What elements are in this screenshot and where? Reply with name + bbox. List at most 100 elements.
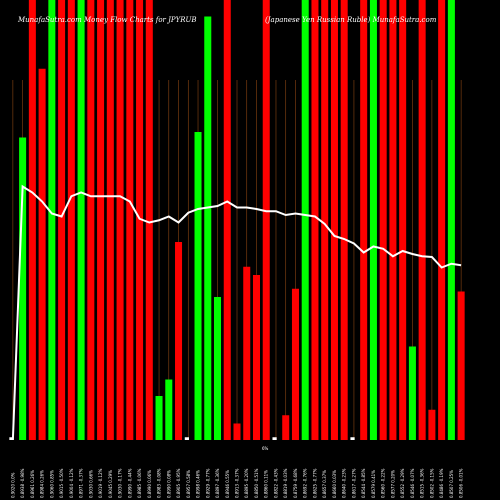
x-tick-label: 0.8971 -0.37% — [79, 468, 84, 498]
bar-down — [67, 0, 75, 440]
x-tick-label: 0.8515 -0.36% — [420, 468, 425, 498]
price-line — [11, 184, 462, 441]
x-tick-label: 0.8546 -0.07% — [410, 468, 415, 498]
chart-title-left: MunafaSutra.com Money Flow Charts for JP… — [17, 16, 197, 24]
x-tick-label: 0.8577 0.20% — [390, 470, 395, 498]
x-tick-label: 0.8502 -0.15% — [429, 468, 434, 498]
x-tick-label: 0.8507 0.25% — [449, 470, 454, 498]
bar-down — [389, 0, 397, 440]
x-tick-label: 0.8657 0.37% — [322, 470, 327, 498]
bar-neutral — [9, 437, 14, 440]
bar-down — [223, 0, 231, 440]
bar-up — [369, 0, 377, 440]
x-tick-label: 0.8913 -0.37% — [235, 468, 240, 498]
x-tick-label: 0.9045 0.29% — [108, 470, 113, 498]
bar-up — [165, 379, 173, 440]
bar-down — [252, 275, 260, 440]
bar-layer — [9, 0, 465, 440]
bar-neutral — [272, 437, 277, 440]
bar-up — [77, 0, 85, 440]
x-tick-label: 0.8640 -0.23% — [342, 468, 347, 498]
bar-down — [243, 266, 251, 440]
x-tick-label: 0.8946 0.55% — [225, 470, 230, 498]
bar-neutral — [184, 437, 189, 440]
x-tick-label: 0.8486 -0.19% — [439, 468, 444, 498]
bar-up — [48, 0, 56, 440]
x-tick-label: 0.8860 0.11% — [264, 470, 269, 498]
x-tick-label: 0.8905 -0.95% — [176, 468, 181, 498]
x-tick-label: 0.9019 -0.12% — [98, 468, 103, 498]
x-tick-label: 0.8990 0.06% — [147, 470, 152, 498]
x-tick-label: 0.8617 -0.27% — [351, 468, 356, 498]
bar-down — [116, 0, 124, 440]
bar-up — [19, 137, 27, 440]
line-layer — [11, 184, 462, 441]
bar-down — [262, 0, 270, 440]
bar-down — [399, 0, 407, 440]
x-tick-label: 0.9030 0.66% — [88, 470, 93, 498]
bar-down — [418, 0, 426, 440]
x-tick-label: 0.8985 -0.06% — [137, 468, 142, 498]
x-tick-label: 0.8938 -0.98% — [20, 468, 25, 498]
bar-down — [97, 0, 105, 440]
x-tick-label: 0.8929 -0.77% — [205, 468, 210, 498]
bar-up — [204, 16, 212, 440]
x-tick-label: 0.8692 -0.76% — [303, 468, 308, 498]
bar-up — [301, 0, 309, 440]
x-tick-label: 0.8560 -0.22% — [381, 468, 386, 498]
bar-down — [428, 409, 436, 440]
bar-down — [28, 0, 36, 440]
x-tick-label: 0.8625 -0.77% — [312, 468, 317, 498]
x-tick-label: 0.8990 0.08% — [166, 470, 171, 498]
bar-down — [321, 0, 329, 440]
bar-down — [340, 0, 348, 440]
bar-up — [155, 396, 163, 440]
bar-down — [38, 68, 46, 440]
x-tick-label: 0.8984 0.26% — [40, 470, 45, 498]
bar-down — [58, 0, 66, 440]
x-tick-label: 0.8819 -0.03% — [283, 468, 288, 498]
x-tick-label: 0.8552 -0.29% — [400, 468, 405, 498]
x-tick-label: 0.8983 -0.08% — [157, 468, 162, 498]
bar-down — [233, 423, 241, 440]
x-tick-label: 0.8961 0.26% — [30, 470, 35, 498]
bar-down — [360, 0, 368, 440]
bar-down — [438, 0, 446, 440]
x-tick-label: 0.8506 -0.01% — [459, 468, 464, 498]
bar-down — [330, 0, 338, 440]
bar-down — [126, 0, 134, 440]
bar-down — [291, 288, 299, 440]
x-tick-label: 0.8822 -0.43% — [273, 468, 278, 498]
bar-down — [457, 291, 465, 440]
x-tick-label: 0.8850 -0.51% — [254, 468, 259, 498]
x-tick-label: 0.8759 -0.68% — [293, 468, 298, 498]
x-tick-label: 0.8579 0.41% — [371, 470, 376, 498]
x-tick-label: 0.8998 0.46% — [196, 470, 201, 498]
tick-layer: 0.9020 0.0% 0.8938 -0.98% 0.8961 0.26% 0.89… — [10, 468, 463, 498]
x-tick-label: 0.9004 -0.12% — [69, 468, 74, 498]
bar-down — [311, 0, 319, 440]
chart-title-right: (Japanese Yen Russian Ruble) MunafaSutra… — [265, 16, 437, 24]
bar-up — [408, 346, 416, 440]
x-tick-label: 0.8957 0.58% — [186, 470, 191, 498]
x-tick-label: 0.8895 -0.20% — [244, 468, 249, 498]
x-tick-label: 0.8544 -0.85% — [361, 468, 366, 498]
x-tick-label: 0.9020 0.0% — [10, 472, 15, 498]
x-tick-label: 0.8990 -0.44% — [127, 468, 132, 498]
bar-up — [194, 132, 202, 440]
x-tick-label: 0.8897 -0.36% — [215, 468, 220, 498]
x-tick-label: 0.8660 0.03% — [332, 470, 337, 498]
bar-down — [136, 0, 144, 440]
bar-down — [106, 0, 114, 440]
y-label-text: 6% — [262, 446, 269, 451]
bar-down — [175, 242, 183, 440]
bar-up — [214, 297, 222, 440]
x-tick-label: 0.9060 0.85% — [49, 470, 54, 498]
x-tick-label: 0.9015 -0.50% — [59, 468, 64, 498]
bar-neutral — [350, 437, 355, 440]
bar-down — [282, 415, 290, 440]
x-tick-label: 0.9030 -0.17% — [118, 468, 123, 498]
bar-up — [447, 0, 455, 440]
